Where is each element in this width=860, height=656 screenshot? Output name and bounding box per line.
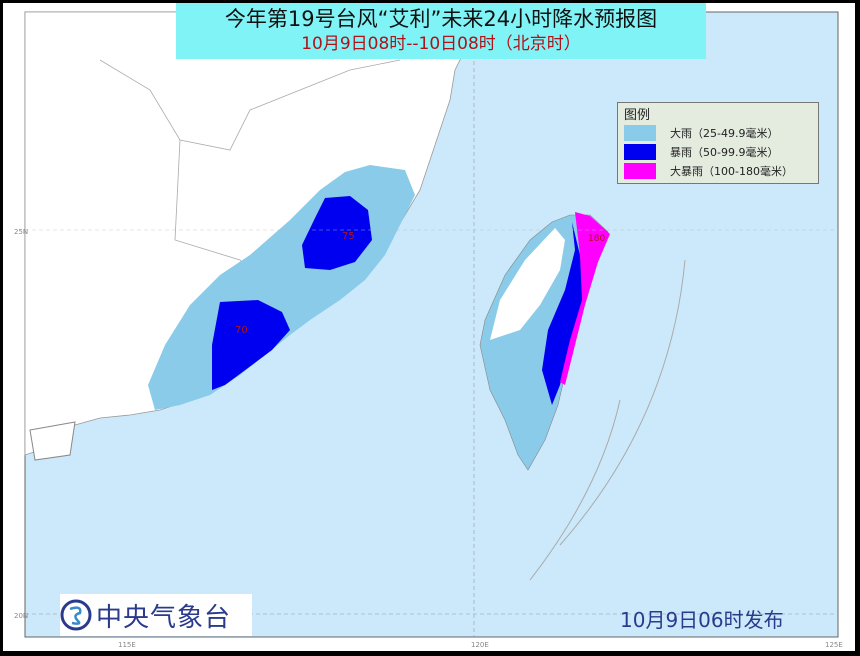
legend-label: 暴雨（50-99.9毫米） [670,145,779,159]
taiwan-no-rain-area [490,228,565,340]
legend-swatch [624,162,656,179]
lat-label: 20N [14,612,29,620]
rain-storm-area-taiwan [542,222,585,405]
map-frame: 75 70 180 25N 20N 115E 120E 125E [3,3,855,651]
value-label-south: 70 [235,325,248,336]
rain-extreme-area-taiwan [560,212,610,385]
lon-label: 120E [471,641,489,649]
legend-swatch [624,124,656,141]
lon-label: 125E [825,641,843,649]
cma-logo-icon [60,599,92,631]
title-box: 今年第19号台风“艾利”未来24小时降水预报图 10月9日08时--10日08时… [176,3,706,59]
logo-text: 中央气象台 [96,602,232,633]
value-label-north: 75 [342,231,355,242]
rain-storm-area-fujian-south [212,300,290,390]
track-line [529,399,621,581]
legend-label: 大暴雨（100-180毫米） [670,164,793,178]
legend: 图例 大雨（25-49.9毫米） 暴雨（50-99.9毫米） 大暴雨（100-1… [617,102,819,184]
rainfall-map: 75 70 180 [24,11,839,638]
cma-logo: 中央气象台 [60,594,252,636]
legend-item: 大雨（25-49.9毫米） [624,123,818,142]
legend-swatch [624,143,656,160]
legend-item: 暴雨（50-99.9毫米） [624,142,818,161]
track-line [559,259,686,546]
map-title: 今年第19号台风“艾利”未来24小时降水预报图 [224,7,658,31]
legend-title: 图例 [624,108,651,123]
island [29,421,76,461]
lon-label: 115E [118,641,136,649]
issue-time: 10月9日06时发布 [620,608,784,632]
map-subtitle: 10月9日08时--10日08时（北京时） [301,34,581,54]
legend-item: 大暴雨（100-180毫米） [624,161,818,180]
lat-label: 25N [14,228,29,236]
value-label-taiwan: 180 [588,234,605,244]
province-border [99,59,401,151]
rain-storm-area-fujian-north [302,196,372,270]
legend-label: 大雨（25-49.9毫米） [670,126,779,140]
